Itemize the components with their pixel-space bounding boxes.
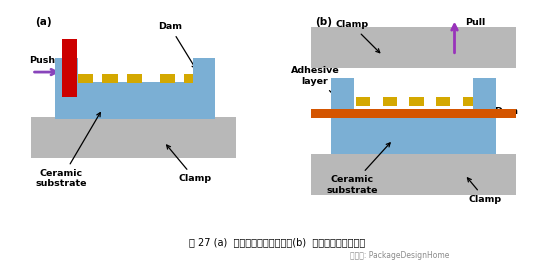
Text: (a): (a): [35, 17, 52, 27]
Bar: [193, 58, 215, 84]
Bar: [354, 78, 473, 109]
Bar: [103, 74, 118, 83]
Text: Adhesive
layer: Adhesive layer: [291, 67, 349, 110]
Bar: [31, 117, 236, 158]
Bar: [436, 97, 451, 106]
Text: (b): (b): [315, 17, 332, 27]
Bar: [463, 97, 477, 106]
Text: Push: Push: [29, 56, 56, 65]
Bar: [356, 97, 370, 106]
Text: Ceramic
substrate: Ceramic substrate: [326, 143, 390, 195]
Bar: [410, 97, 423, 106]
Bar: [160, 74, 175, 83]
Text: 图 27 (a)  剪切强度测试示意图；(b)  拉伸强度测试示意图: 图 27 (a) 剪切强度测试示意图；(b) 拉伸强度测试示意图: [189, 237, 366, 247]
Bar: [311, 109, 516, 118]
Text: Clamp: Clamp: [335, 20, 380, 53]
Bar: [62, 39, 77, 97]
Text: Clamp: Clamp: [166, 145, 211, 183]
Bar: [331, 78, 496, 109]
Bar: [473, 78, 496, 109]
Text: 微信号: PackageDesignHome: 微信号: PackageDesignHome: [350, 251, 450, 260]
Bar: [184, 74, 200, 83]
Bar: [56, 82, 215, 119]
Bar: [311, 109, 516, 118]
Bar: [331, 117, 496, 154]
Bar: [311, 154, 516, 195]
Bar: [78, 74, 93, 83]
Text: Pull: Pull: [465, 18, 485, 27]
Bar: [56, 58, 78, 84]
Bar: [127, 74, 143, 83]
Bar: [311, 27, 516, 68]
Text: Dam: Dam: [158, 22, 195, 68]
Text: Dam: Dam: [482, 91, 518, 115]
Bar: [383, 97, 397, 106]
Bar: [331, 78, 354, 109]
Text: Clamp: Clamp: [467, 178, 502, 204]
Text: Ceramic
substrate: Ceramic substrate: [36, 113, 100, 188]
